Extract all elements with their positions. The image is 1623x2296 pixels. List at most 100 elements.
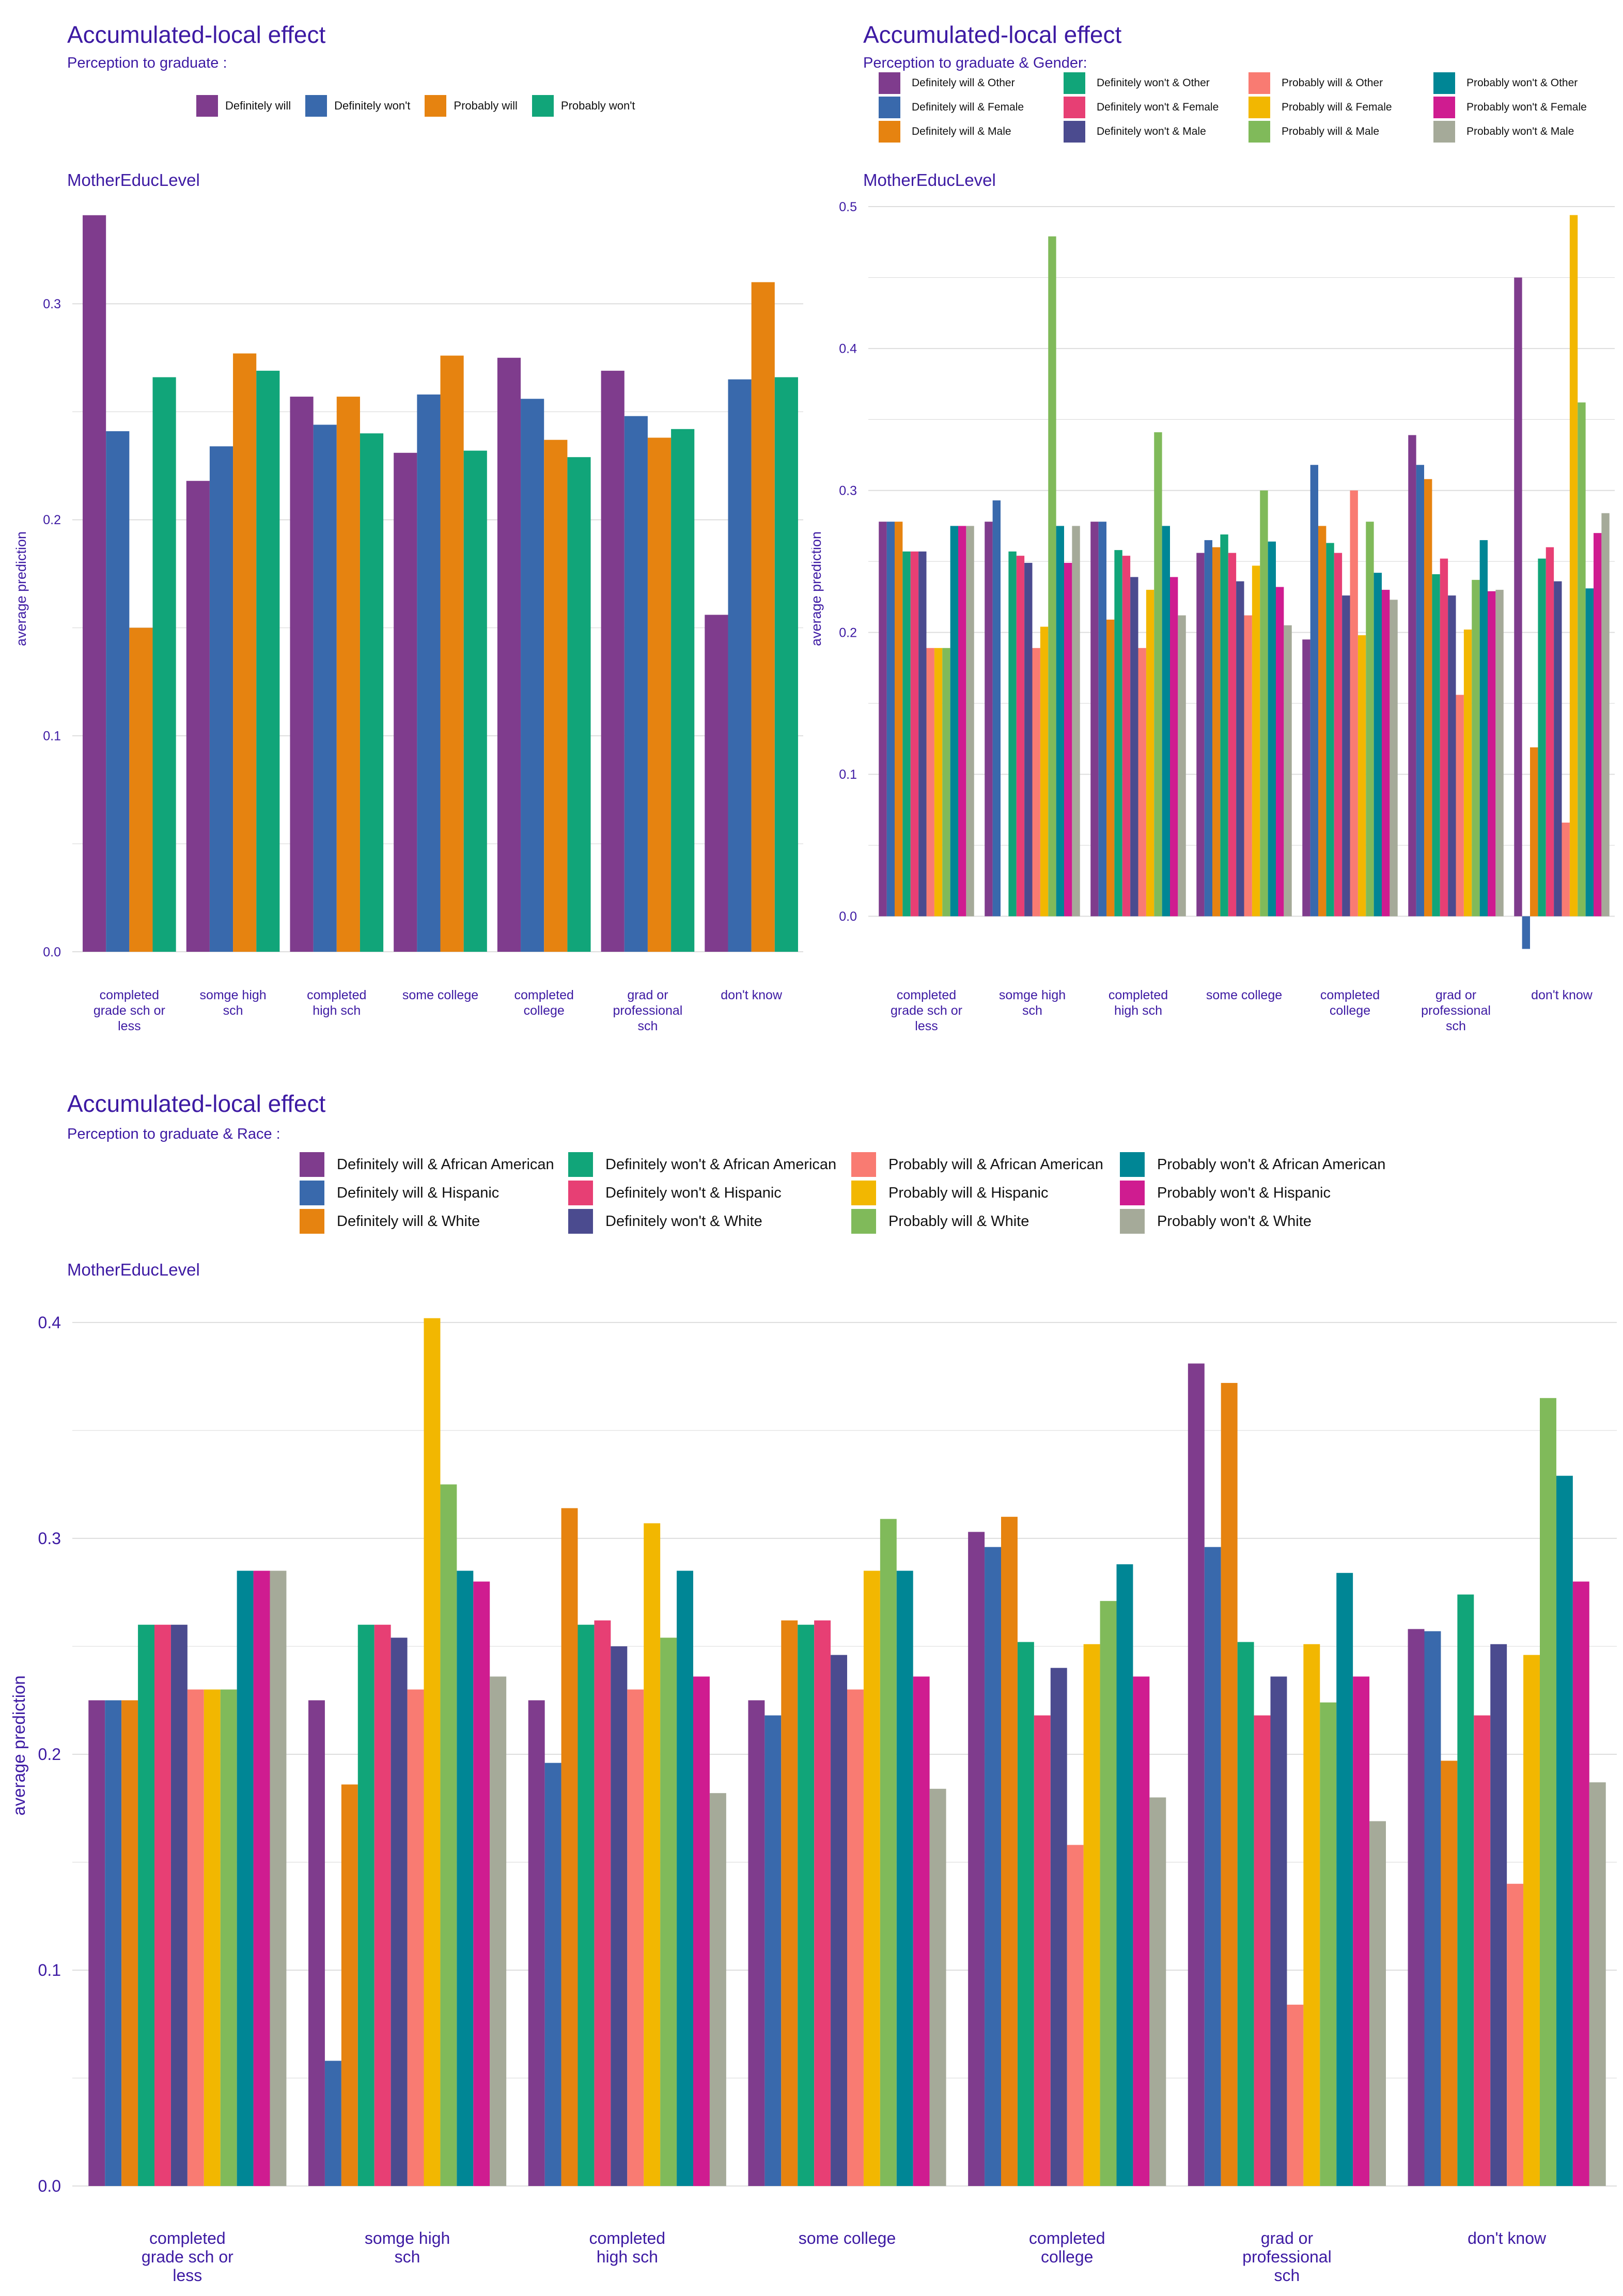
bar-definitely-won-t-other-3 — [1220, 534, 1228, 917]
bar-probably-won-t-african-american-1 — [457, 1570, 474, 2186]
bar-probably-will-0 — [129, 627, 153, 952]
bar-definitely-will-hispanic-6 — [1424, 1631, 1441, 2186]
chart-panel-gender: 0.0 0.1 0.2 0.3 0.4 0.5 average prediction comp… — [812, 0, 1623, 1069]
bar-definitely-will-male-5 — [1424, 479, 1432, 917]
y-tick-label: 0.3 — [839, 483, 857, 498]
legend-item: Probably won't & Other — [1433, 72, 1611, 94]
bar-probably-will-5 — [647, 437, 672, 952]
bar-definitely-will-african-american-1 — [308, 1700, 325, 2186]
legend-label: Definitely will & Hispanic — [337, 1184, 500, 1201]
bar-probably-won-t-hispanic-6 — [1572, 1581, 1589, 2186]
bar-probably-will-other-5 — [1456, 695, 1464, 917]
bar-probably-will-female-6 — [1569, 215, 1578, 917]
chart-legend: Definitely will & African American Defini… — [300, 1152, 1399, 1234]
bar-probably-won-t-white-0 — [270, 1570, 287, 2186]
legend-swatch — [1120, 1181, 1145, 1205]
bar-definitely-won-t-african-american-2 — [578, 1625, 595, 2186]
bar-definitely-will-hispanic-0 — [105, 1700, 122, 2186]
legend-label: Probably will & Female — [1282, 101, 1392, 113]
chart-panel-race: 0.0 0.1 0.2 0.3 0.4 average prediction complet… — [0, 1074, 1623, 2296]
bar-definitely-will-male-3 — [1212, 547, 1221, 917]
legend-swatch — [1249, 72, 1270, 94]
bar-definitely-won-t-male-2 — [1130, 577, 1138, 917]
legend-item: Probably won't & Male — [1433, 121, 1611, 143]
legend-swatch — [532, 95, 554, 117]
bar-probably-won-t-male-6 — [1601, 513, 1610, 917]
bar-probably-will-female-3 — [1252, 565, 1260, 917]
bar-definitely-will-other-4 — [1302, 639, 1310, 917]
bar-definitely-will-male-6 — [1530, 747, 1538, 917]
bar-definitely-will-white-5 — [1221, 1382, 1238, 2186]
chart-legend: Definitely will Definitely won't Probably … — [196, 95, 635, 117]
bar-definitely-won-t-other-2 — [1114, 550, 1122, 917]
y-tick-label: 0.2 — [43, 513, 61, 527]
bar-definitely-won-t-male-6 — [1554, 581, 1562, 917]
x-tick-label: grad or professional sch — [1242, 2229, 1332, 2285]
chart-panel-mother-educ: 0.0 0.1 0.2 0.3 average prediction completed g… — [0, 0, 812, 1069]
bar-definitely-won-t-african-american-5 — [1237, 1642, 1254, 2186]
bar-definitely-won-t-female-4 — [1334, 553, 1343, 917]
bar-definitely-won-t-1 — [209, 446, 233, 952]
legend-item: Definitely will & African American — [300, 1152, 568, 1177]
bar-definitely-won-t-male-4 — [1342, 595, 1350, 917]
legend-label: Definitely will & White — [337, 1213, 480, 1230]
legend-item: Definitely won't — [305, 95, 410, 117]
x-tick-label: somge high sch — [199, 988, 266, 1018]
bar-probably-won-t-white-3 — [929, 1788, 946, 2186]
bar-probably-will-male-0 — [942, 648, 950, 917]
y-tick-label: 0.2 — [38, 1745, 61, 1764]
legend-label: Definitely will — [225, 99, 291, 112]
y-tick-label: 0.1 — [839, 767, 857, 782]
legend-item: Definitely will & Male — [879, 121, 1056, 143]
bar-definitely-won-t-4 — [521, 399, 544, 952]
legend-swatch — [568, 1181, 593, 1205]
bar-probably-won-t-other-2 — [1162, 526, 1170, 917]
bar-probably-will-hispanic-3 — [863, 1570, 880, 2186]
bar-probably-will-african-american-5 — [1287, 2004, 1304, 2186]
bar-definitely-won-t-hispanic-2 — [594, 1620, 611, 2186]
bar-definitely-won-t-3 — [417, 394, 441, 952]
facet-label: MotherEducLevel — [67, 1260, 200, 1279]
bar-probably-will-hispanic-2 — [644, 1523, 661, 2186]
bar-definitely-will-other-3 — [1196, 553, 1205, 917]
bar-definitely-will-female-4 — [1310, 465, 1318, 917]
bar-definitely-won-t-male-3 — [1236, 581, 1244, 917]
bar-definitely-will-hispanic-5 — [1204, 1547, 1221, 2186]
legend-swatch — [1433, 72, 1455, 94]
legend-item: Definitely won't & Hispanic — [568, 1181, 851, 1205]
bar-probably-will-white-4 — [1100, 1601, 1117, 2186]
chart-title: Accumulated-local effect — [67, 21, 326, 48]
bar-probably-will-white-0 — [220, 1689, 237, 2186]
chart-canvas-race: 0.0 0.1 0.2 0.3 0.4 average prediction complet… — [9, 1313, 1617, 2285]
bar-probably-will-male-1 — [1048, 236, 1056, 917]
bar-probably-won-t-female-6 — [1594, 533, 1602, 917]
legend-item: Probably will & Hispanic — [851, 1181, 1120, 1205]
legend-label: Definitely will & Male — [912, 125, 1011, 137]
bar-definitely-won-t-white-3 — [831, 1655, 847, 2186]
legend-label: Definitely will & Female — [912, 101, 1024, 113]
y-tick-label: 0.2 — [839, 625, 857, 640]
legend-label: Definitely will & African American — [337, 1156, 554, 1173]
bar-probably-will-white-2 — [660, 1638, 677, 2186]
bar-definitely-won-t-6 — [728, 379, 752, 952]
bar-probably-won-t-other-0 — [950, 526, 958, 917]
legend-label: Definitely won't & Hispanic — [605, 1184, 782, 1201]
x-tick-label: completed high sch — [1109, 988, 1168, 1018]
x-tick-label: don't know — [1468, 2229, 1547, 2247]
bar-probably-won-t-male-0 — [966, 526, 974, 917]
bar-probably-won-t-other-3 — [1268, 541, 1276, 917]
bar-probably-will-hispanic-5 — [1303, 1644, 1320, 2186]
x-tick-label: don't know — [1531, 988, 1593, 1002]
bar-definitely-will-african-american-5 — [1188, 1363, 1205, 2186]
bar-definitely-won-t-female-6 — [1546, 547, 1554, 917]
bar-probably-will-female-2 — [1146, 590, 1154, 917]
bar-probably-will-african-american-6 — [1507, 1883, 1524, 2186]
legend-swatch — [300, 1181, 324, 1205]
chart-canvas-gender: 0.0 0.1 0.2 0.3 0.4 0.5 average prediction comp… — [812, 200, 1615, 1033]
bar-definitely-will-female-0 — [886, 522, 895, 917]
bar-probably-won-t-african-american-3 — [896, 1570, 913, 2186]
legend-label: Definitely won't & Female — [1097, 101, 1219, 113]
bar-probably-will-other-6 — [1562, 822, 1570, 917]
legend-label: Probably will & Hispanic — [888, 1184, 1049, 1201]
bar-probably-won-t-female-4 — [1382, 590, 1390, 917]
